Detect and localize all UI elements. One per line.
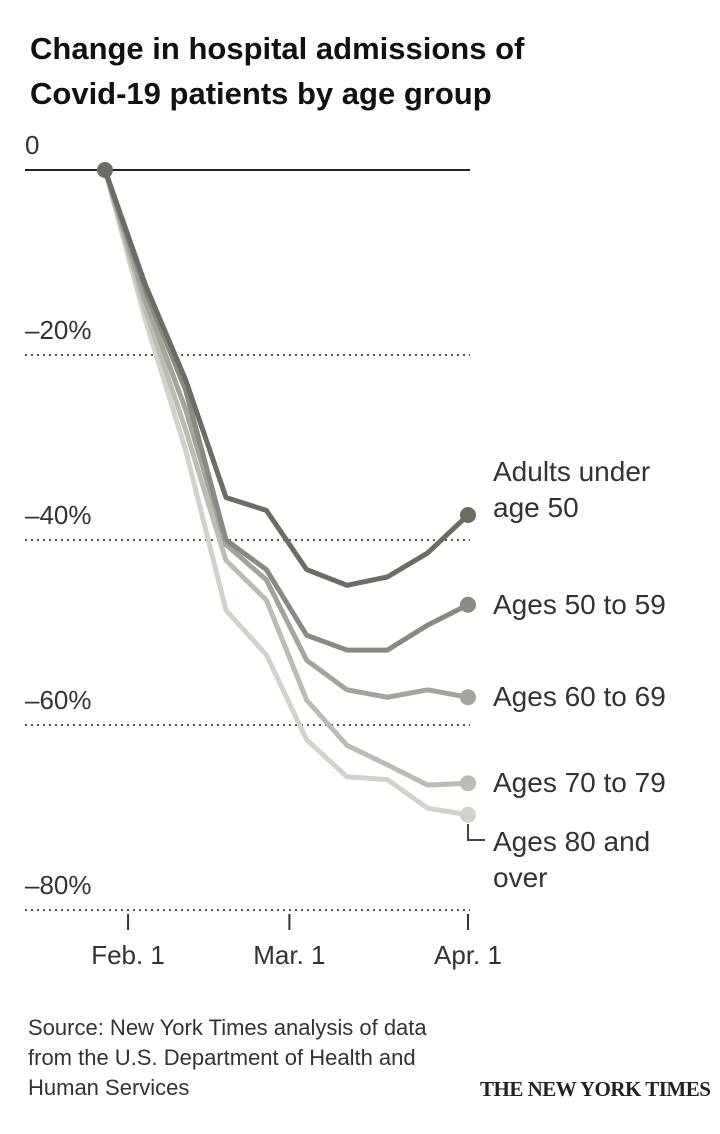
series-line (102, 169, 470, 588)
series-line (102, 169, 469, 788)
series-line (102, 169, 469, 700)
y-tick-label: –80% (25, 870, 92, 900)
y-tick-label: –40% (25, 500, 92, 530)
label-connector (467, 824, 485, 841)
chart-title: Change in hospital admissions of Covid-1… (30, 31, 525, 111)
end-dot (460, 806, 476, 823)
y-tick-label: –20% (25, 315, 92, 345)
series-label: Ages 70 to 79 (493, 767, 666, 799)
y-tick-label: –60% (25, 685, 92, 715)
x-tick-label: Feb. 1 (91, 940, 165, 970)
series-line (102, 169, 470, 653)
series-line (102, 169, 469, 818)
y-tick-label: 0 (25, 130, 39, 160)
publisher: THE NEW YORK TIMES (480, 1077, 711, 1101)
end-dot (460, 596, 476, 613)
x-tick-label: Apr. 1 (434, 940, 502, 970)
end-dot (460, 689, 476, 706)
series-label: Adults under age 50 (493, 456, 651, 524)
source: Source: New York Times analysis of data … (28, 1015, 427, 1100)
series-label: Ages 50 to 59 (493, 588, 666, 620)
end-dot (460, 507, 476, 524)
start-dot (97, 162, 113, 178)
x-tick-label: Mar. 1 (253, 940, 325, 970)
series-label: Ages 80 and over (493, 825, 651, 893)
series-label: Ages 60 to 69 (493, 681, 666, 713)
end-dot (460, 775, 476, 792)
plot: 0 –20% –40% –60% –80% Feb. 1 Mar. 1 Apr. 1 (25, 130, 502, 970)
